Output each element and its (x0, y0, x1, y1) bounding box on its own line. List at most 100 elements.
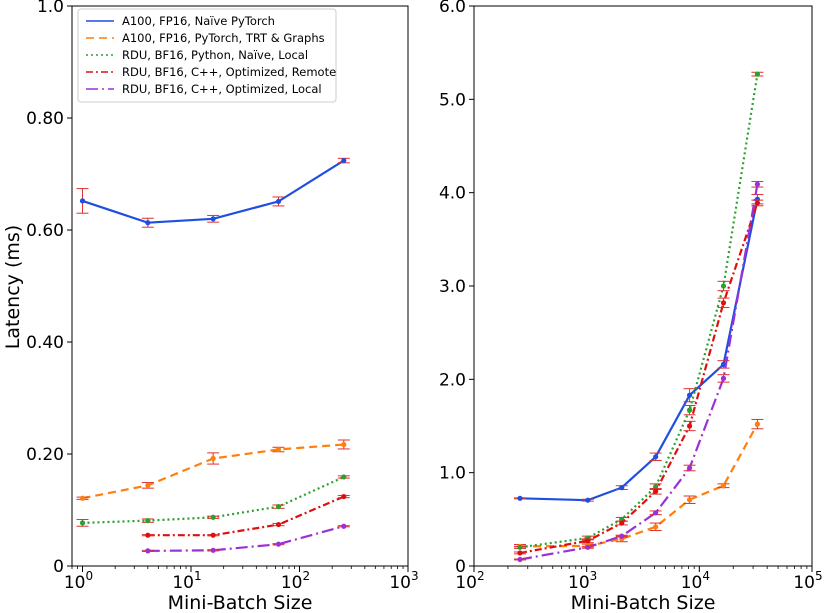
data-point (341, 474, 347, 480)
data-point (653, 488, 659, 494)
y-tick-label: 0.20 (26, 445, 64, 465)
data-point (210, 547, 216, 553)
data-point (210, 514, 216, 520)
data-point (686, 423, 693, 429)
data-point (720, 375, 727, 381)
data-point (720, 483, 727, 489)
series (141, 493, 350, 538)
series (76, 474, 350, 527)
series-line (147, 525, 345, 552)
data-point (720, 300, 727, 306)
data-point (517, 495, 523, 501)
x-tick-label: 102 (455, 569, 484, 593)
y-tick-label: 0 (455, 557, 466, 577)
y-tick-label: 1.0 (37, 0, 64, 17)
legend-entry: A100, FP16, PyTorch, TRT & Graphs (122, 31, 325, 45)
series (513, 418, 764, 550)
right-chart-panel: 0 1.0 2.0 3.0 4.0 5.0 6.0 102 103 104 105 (439, 0, 823, 593)
data-point (754, 181, 761, 187)
y-tick-label: 1.0 (439, 464, 466, 484)
x-tick-label: 104 (681, 569, 710, 593)
y-tick-label: 3.0 (439, 277, 466, 297)
data-point (275, 521, 282, 528)
x-tick-label: 100 (64, 569, 93, 593)
data-point (686, 392, 693, 398)
series (513, 194, 764, 503)
data-point (79, 495, 86, 501)
y-tick-label: 4.0 (439, 184, 466, 204)
data-point (341, 441, 347, 448)
data-point (210, 216, 216, 222)
left-chart-panel: 0 0.20 0.40 0.60 0.80 1.0 100 101 102 103 (26, 0, 419, 593)
data-point (585, 544, 591, 550)
x-axis-label-left: Mini-Batch Size (168, 592, 313, 613)
data-point (585, 538, 591, 544)
y-tick-label: 0 (53, 557, 64, 577)
data-point (145, 518, 151, 524)
data-point (210, 532, 216, 538)
data-point (686, 465, 693, 471)
series-line (82, 159, 345, 224)
data-point (653, 510, 659, 516)
data-point (720, 283, 727, 289)
legend-entry: A100, FP16, Naïve PyTorch (122, 14, 275, 28)
data-point (79, 198, 86, 204)
series (513, 199, 764, 556)
data-point (341, 523, 347, 529)
legend-box (77, 8, 337, 103)
x-tick-label: 101 (172, 569, 201, 593)
legend-entry: RDU, BF16, C++, Optimized, Remote (122, 65, 336, 79)
data-point (341, 157, 347, 164)
data-point (754, 421, 761, 427)
data-point (653, 524, 659, 530)
series (513, 180, 764, 563)
data-point (79, 520, 86, 526)
y-axis-label: Latency (ms) (2, 225, 24, 349)
x-tick-label: 103 (568, 569, 597, 593)
series-line (147, 495, 345, 537)
legend: A100, FP16, Naïve PyTorch A100, FP16, PyT… (77, 8, 337, 103)
data-point (275, 198, 282, 205)
data-point (275, 446, 282, 453)
plot-frame (473, 5, 813, 567)
data-point (686, 497, 693, 503)
y-tick-label: 5.0 (439, 90, 466, 110)
series (141, 523, 350, 554)
data-point (653, 454, 659, 460)
x-tick-label: 105 (793, 569, 822, 593)
y-tick-label: 2.0 (439, 370, 466, 390)
data-point (585, 497, 591, 503)
y-tick-label: 0.80 (26, 109, 64, 129)
x-axis-label-right: Mini-Batch Size (571, 592, 716, 613)
data-point (754, 71, 761, 77)
y-tick-label: 0.60 (26, 221, 64, 241)
data-point (341, 493, 347, 500)
data-point (619, 533, 625, 539)
series (76, 157, 350, 228)
data-point (145, 532, 151, 538)
series-line (519, 198, 759, 502)
legend-entry: RDU, BF16, Python, Naïve, Local (122, 48, 308, 62)
data-point (619, 520, 625, 526)
data-point (145, 482, 151, 488)
data-point (517, 550, 523, 556)
y-tick-label: 6.0 (439, 0, 466, 17)
data-point (145, 548, 151, 554)
data-point (653, 484, 659, 490)
data-point (754, 200, 761, 206)
series (513, 71, 764, 550)
data-point (517, 544, 523, 550)
x-tick-label: 103 (389, 569, 418, 593)
data-point (145, 220, 151, 226)
legend-entry: RDU, BF16, C++, Optimized, Local (122, 82, 322, 96)
data-point (275, 504, 282, 510)
series (76, 439, 350, 501)
data-point (619, 485, 625, 491)
y-tick-label: 0.40 (26, 333, 64, 353)
x-tick-label: 102 (281, 569, 310, 593)
data-point (275, 541, 282, 547)
data-point (210, 455, 216, 462)
plot-frame (71, 5, 409, 567)
data-point (686, 407, 693, 413)
